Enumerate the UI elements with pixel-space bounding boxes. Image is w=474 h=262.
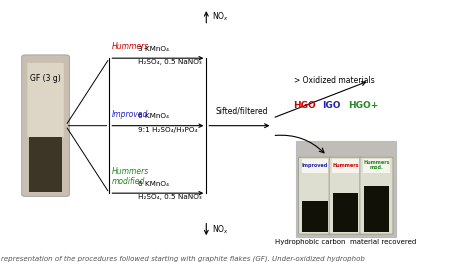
Text: Sifted/filtered: Sifted/filtered — [216, 107, 268, 116]
Bar — [332, 159, 359, 173]
Text: Hummers
mod.: Hummers mod. — [363, 160, 390, 171]
Bar — [29, 137, 63, 192]
Text: H₂SO₄, 0.5 NaNO₃: H₂SO₄, 0.5 NaNO₃ — [138, 194, 201, 200]
FancyBboxPatch shape — [22, 55, 70, 196]
Bar — [333, 193, 358, 232]
FancyBboxPatch shape — [299, 157, 331, 234]
FancyBboxPatch shape — [329, 157, 362, 234]
Text: 3 KMnO₄: 3 KMnO₄ — [138, 46, 169, 52]
Text: Hummers: Hummers — [112, 42, 149, 51]
Text: NO$_x$: NO$_x$ — [212, 11, 229, 23]
Bar — [364, 186, 389, 232]
Text: IGO: IGO — [322, 101, 341, 110]
Text: NO$_x$: NO$_x$ — [212, 223, 229, 236]
Text: Hummers
modified: Hummers modified — [112, 167, 149, 186]
Text: HGO: HGO — [293, 101, 316, 110]
Text: HGO+: HGO+ — [348, 101, 378, 110]
FancyBboxPatch shape — [360, 157, 393, 234]
Text: representation of the procedures followed starting with graphite flakes (GF). Un: representation of the procedures followe… — [0, 256, 365, 262]
Text: H₂SO₄, 0.5 NaNO₃: H₂SO₄, 0.5 NaNO₃ — [138, 59, 201, 66]
Text: 9:1 H₂SO₄/H₃PO₄: 9:1 H₂SO₄/H₃PO₄ — [138, 127, 197, 133]
Text: Hummers: Hummers — [332, 162, 359, 167]
Bar — [302, 159, 328, 173]
Text: Hydrophobic carbon  material recovered: Hydrophobic carbon material recovered — [275, 239, 416, 245]
Bar — [302, 201, 328, 232]
Text: Improved: Improved — [112, 110, 148, 119]
Text: Improved: Improved — [302, 162, 328, 167]
Text: GF (3 g): GF (3 g) — [30, 74, 61, 83]
Text: > Oxidized materials: > Oxidized materials — [294, 76, 374, 85]
Text: 6 KMnO₄: 6 KMnO₄ — [138, 113, 169, 119]
Bar — [363, 159, 390, 173]
Bar — [296, 141, 396, 237]
FancyBboxPatch shape — [27, 63, 64, 138]
Text: 6 KMnO₄: 6 KMnO₄ — [138, 181, 169, 187]
